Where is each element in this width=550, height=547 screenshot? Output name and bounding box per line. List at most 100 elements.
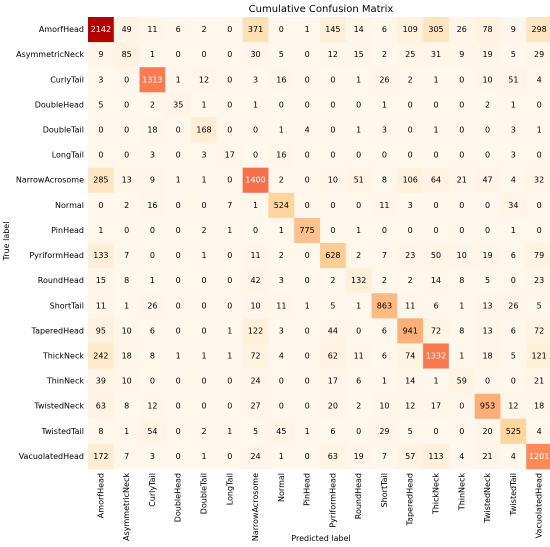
heatmap-cell <box>268 17 295 43</box>
cell-value-label: 0 <box>253 151 258 160</box>
heatmap-cell <box>526 142 550 168</box>
heatmap-cell <box>526 268 550 294</box>
cell-value-label: 1 <box>356 301 361 310</box>
cell-value-label: 0 <box>227 276 232 285</box>
heatmap-cell <box>139 92 166 118</box>
cell-value-label: 0 <box>305 151 310 160</box>
x-tick-label: AsymmetricNeck <box>122 473 131 541</box>
cell-value-label: 15 <box>96 276 106 285</box>
cell-value-label: 0 <box>330 151 335 160</box>
heatmap-cell <box>320 393 347 420</box>
cell-value-label: 0 <box>408 126 413 135</box>
heatmap-cell <box>165 418 192 445</box>
cell-value-label: 10 <box>122 326 132 335</box>
heatmap-cell <box>165 117 192 143</box>
y-tick-label: ThinNeck <box>46 377 85 386</box>
heatmap-cell <box>294 318 321 344</box>
cell-value-label: 1 <box>382 377 387 386</box>
heatmap-cell <box>320 192 347 219</box>
y-tick-label: TwistedTail <box>40 427 84 436</box>
heatmap-cell <box>216 443 243 470</box>
heatmap-cell <box>216 268 243 294</box>
heatmap-cell <box>345 167 372 194</box>
cell-value-label: 0 <box>227 301 232 310</box>
heatmap-cell <box>423 192 450 219</box>
cell-value-label: 628 <box>325 251 340 260</box>
heatmap-cell <box>320 293 347 319</box>
cell-value-label: 0 <box>227 126 232 135</box>
cell-value-label: 371 <box>248 25 263 34</box>
heatmap-cell <box>397 17 424 43</box>
heatmap-cell <box>242 192 269 219</box>
heatmap-cell <box>397 393 424 420</box>
heatmap-cell <box>191 293 218 319</box>
cell-value-label: 1 <box>305 301 310 310</box>
heatmap-cell <box>139 42 166 68</box>
cell-value-label: 74 <box>405 352 415 361</box>
heatmap-cell <box>371 443 398 470</box>
heatmap-cell <box>448 92 475 118</box>
heatmap-cell <box>320 217 347 244</box>
heatmap-cell <box>474 243 501 269</box>
cell-value-label: 14 <box>431 276 441 285</box>
heatmap-cell <box>500 243 527 269</box>
cell-value-label: 13 <box>482 301 492 310</box>
cell-value-label: 19 <box>482 251 492 260</box>
cell-value-label: 1313 <box>142 75 162 84</box>
cell-value-label: 0 <box>176 50 181 59</box>
heatmap-cell <box>191 318 218 344</box>
heatmap-cell <box>191 243 218 269</box>
heatmap-cell <box>139 17 166 43</box>
cell-value-label: 775 <box>299 226 314 235</box>
cell-value-label: 14 <box>405 377 415 386</box>
cell-value-label: 1332 <box>426 352 446 361</box>
heatmap-cell <box>526 117 550 143</box>
cell-value-label: 525 <box>506 427 521 436</box>
heatmap-cell <box>448 343 475 369</box>
heatmap-cell <box>371 167 398 194</box>
heatmap-cell <box>448 42 475 68</box>
heatmap-cell <box>268 268 295 294</box>
cell-value-label: 0 <box>176 326 181 335</box>
cell-value-label: 1 <box>124 301 129 310</box>
cell-value-label: 18 <box>534 402 544 411</box>
heatmap-cell <box>268 368 295 394</box>
cell-value-label: 0 <box>201 301 206 310</box>
cell-value-label: 0 <box>356 427 361 436</box>
heatmap-cell <box>294 393 321 420</box>
cell-value-label: 26 <box>457 25 467 34</box>
heatmap-cell <box>113 142 140 168</box>
cell-value-label: 0 <box>433 226 438 235</box>
cell-value-label: 1 <box>511 226 516 235</box>
cell-value-label: 0 <box>176 226 181 235</box>
heatmap-cell <box>423 42 450 68</box>
cell-value-label: 0 <box>408 226 413 235</box>
cell-value-label: 9 <box>459 50 464 59</box>
cell-value-label: 2 <box>382 50 387 59</box>
cell-value-label: 3 <box>150 151 155 160</box>
heatmap-cell <box>397 167 424 194</box>
cell-value-label: 63 <box>328 452 338 461</box>
heatmap-cell <box>423 318 450 344</box>
y-tick-label: NarrowAcrosome <box>16 176 84 185</box>
x-tick-label: PinHead <box>303 473 312 506</box>
heatmap-cell <box>397 67 424 93</box>
heatmap-cell <box>320 368 347 394</box>
cell-value-label: 72 <box>534 326 544 335</box>
cell-value-label: 49 <box>122 25 132 34</box>
heatmap-cell <box>165 192 192 219</box>
heatmap-cell <box>448 368 475 394</box>
heatmap-cell <box>345 42 372 68</box>
cell-value-label: 0 <box>511 276 516 285</box>
heatmap-cell <box>526 293 550 319</box>
heatmap-cell <box>423 217 450 244</box>
cell-value-label: 0 <box>485 126 490 135</box>
heatmap-cell <box>268 443 295 470</box>
cell-value-label: 113 <box>428 452 443 461</box>
cell-value-label: 0 <box>150 251 155 260</box>
cell-value-label: 4 <box>459 452 464 461</box>
heatmap-cell <box>88 318 115 344</box>
cell-value-label: 0 <box>305 100 310 109</box>
heatmap-cell <box>294 17 321 43</box>
